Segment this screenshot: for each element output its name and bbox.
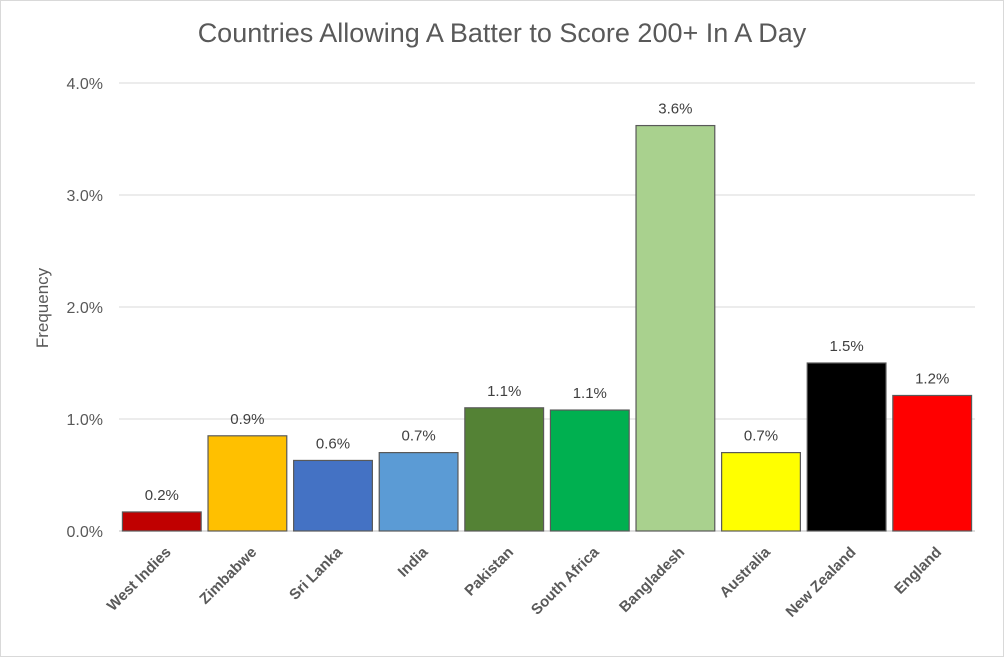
bar <box>378 452 459 532</box>
bar <box>293 459 373 532</box>
category-label: Pakistan <box>461 544 517 600</box>
category-label: South Africa <box>528 543 603 618</box>
y-axis-label: Frequency <box>33 267 52 348</box>
category-label: Australia <box>716 543 774 601</box>
chart-title: Countries Allowing A Batter to Score 200… <box>197 18 807 48</box>
bar <box>892 394 973 532</box>
y-tick-labels: 0.0% 1.0% 2.0% 3.0% 4.0% <box>67 76 103 541</box>
data-label: 1.1% <box>573 385 607 402</box>
data-label: 0.7% <box>401 428 435 445</box>
data-label: 1.1% <box>487 383 521 400</box>
category-label: Bangladesh <box>616 544 688 616</box>
y-tick-label: 2.0% <box>67 300 103 317</box>
data-label: 1.2% <box>915 370 949 387</box>
data-label: 3.6% <box>658 101 692 118</box>
bar <box>635 124 716 532</box>
data-label: 1.5% <box>829 338 863 355</box>
y-tick-label: 4.0% <box>67 76 103 93</box>
bar <box>806 362 887 532</box>
category-label: England <box>891 544 945 598</box>
category-label: India <box>395 543 432 580</box>
data-label: 0.2% <box>145 487 179 504</box>
category-label: New Zealand <box>783 544 860 621</box>
category-label: Sri Lanka <box>286 543 346 603</box>
data-labels: 0.2% 0.9% 0.6% 0.7% 1.1% 1.1% 3.6% 0.7% 1.5% 1.2% <box>145 101 950 504</box>
bar <box>549 409 630 532</box>
category-labels: West Indies Zimbabwe Sri Lanka India Pakista… <box>104 543 945 620</box>
bars <box>121 124 973 532</box>
data-label: 0.9% <box>230 411 264 428</box>
data-label: 0.7% <box>744 428 778 445</box>
category-label: Zimbabwe <box>196 544 260 608</box>
bar <box>207 435 288 532</box>
bar <box>464 407 545 532</box>
y-tick-label: 3.0% <box>67 188 103 205</box>
category-label: West Indies <box>104 544 175 615</box>
bar <box>721 452 801 532</box>
y-tick-label: 1.0% <box>67 412 103 429</box>
bar <box>121 511 202 532</box>
data-label: 0.6% <box>316 435 350 452</box>
y-tick-label: 0.0% <box>67 524 103 541</box>
